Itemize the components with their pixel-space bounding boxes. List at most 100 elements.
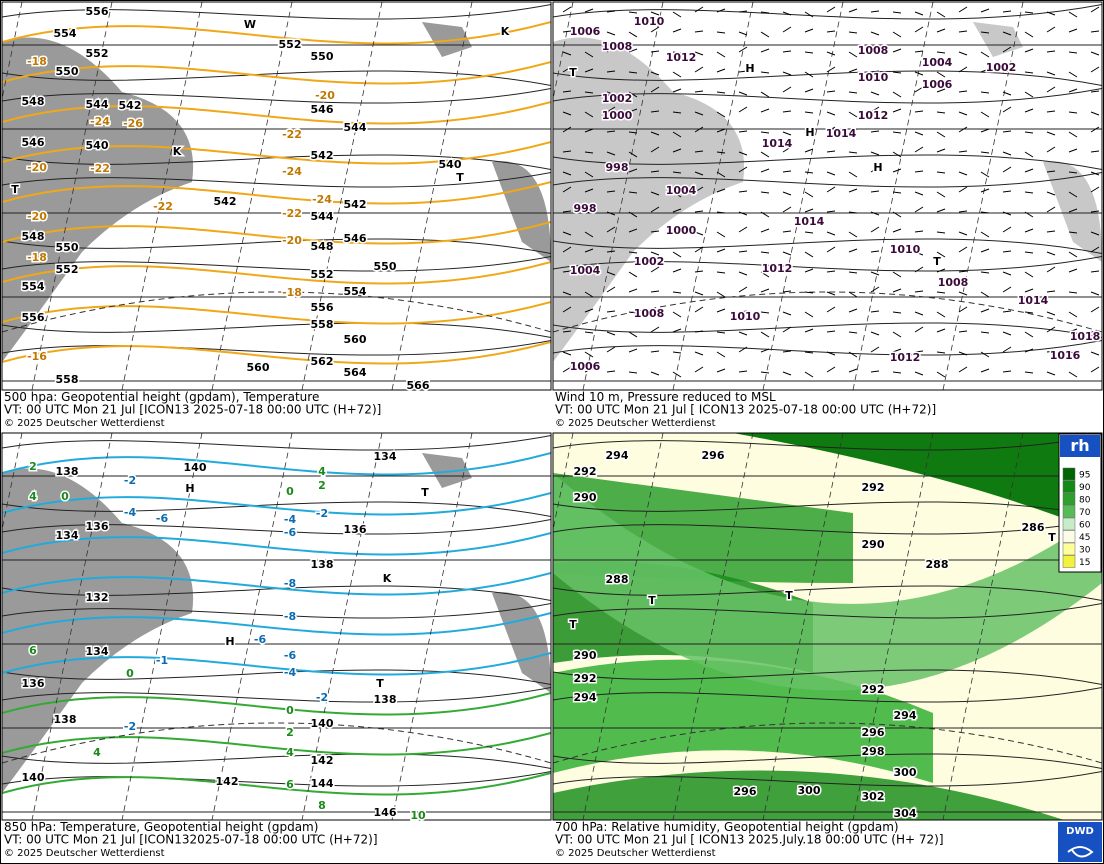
wind-barb	[1002, 91, 1012, 96]
wind-barb	[1068, 28, 1078, 33]
wind-barb	[804, 28, 814, 33]
wind-barb	[1090, 306, 1100, 313]
contour-label: 548	[22, 230, 45, 243]
wind-barb	[826, 231, 836, 236]
wind-barb	[694, 171, 704, 176]
wind-barb	[870, 250, 880, 253]
wind-barb	[980, 211, 990, 214]
graticule	[762, 433, 844, 820]
wind-barb	[804, 371, 814, 378]
contour-label: 552	[86, 47, 109, 60]
wind-barb	[914, 371, 924, 376]
wind-barb	[562, 291, 572, 296]
wind-barb	[1046, 191, 1056, 196]
contour	[2, 687, 551, 703]
contour-label: 292	[574, 672, 597, 685]
wind-barb	[1068, 131, 1078, 138]
wind-barb	[936, 231, 946, 234]
land	[2, 468, 194, 793]
wind-barb	[1068, 111, 1078, 114]
wind-barb	[606, 331, 616, 336]
graticule	[582, 433, 664, 820]
wind-barb	[914, 71, 924, 76]
wind-barb	[782, 290, 792, 293]
wind-barb	[1090, 111, 1100, 116]
graticule	[31, 2, 113, 390]
wind-barb	[1024, 271, 1034, 278]
wind-barb	[760, 288, 770, 293]
contour-label: 0	[126, 667, 134, 680]
contour-label: -16	[27, 350, 47, 363]
wind-barb	[738, 190, 748, 193]
wind-barb	[892, 108, 902, 113]
panel-border	[552, 432, 1103, 821]
wind-barb	[738, 46, 748, 53]
wind-barb	[870, 346, 880, 353]
wind-barb	[1024, 151, 1034, 158]
contour-label: 302	[862, 790, 885, 803]
contour-label: 140	[22, 771, 45, 784]
wind-barb	[892, 48, 902, 53]
wind-barb	[782, 206, 792, 213]
legend-swatch	[1062, 492, 1076, 506]
contour-label: 286	[1022, 521, 1045, 534]
wind-barb	[848, 271, 858, 274]
land	[1043, 161, 1102, 262]
wind-barb	[716, 31, 726, 34]
wind-barb	[892, 331, 902, 338]
map-layer	[2, 2, 551, 390]
wind-barb	[914, 251, 924, 256]
wind-barb	[672, 171, 682, 174]
wind-barb	[980, 291, 990, 298]
wind-barb	[1068, 148, 1078, 153]
wind-barb	[760, 151, 770, 158]
wind-barb	[782, 11, 792, 16]
wind-barb	[870, 46, 880, 53]
wind-barb	[760, 251, 770, 254]
wind-barb	[958, 351, 968, 356]
contour-label: 296	[702, 449, 725, 462]
wind-barb	[760, 191, 770, 194]
wind-barb	[584, 51, 594, 58]
contour-label: 558	[56, 373, 79, 386]
contour-label: 2	[286, 726, 294, 739]
wind-barb	[1068, 371, 1078, 378]
contour-label: 140	[311, 717, 334, 730]
wind-barb	[848, 68, 858, 73]
logo: DWD	[1066, 826, 1094, 837]
isotherm	[2, 772, 551, 796]
caption-line: 500 hpa: Geopotential height (gpdam), Te…	[4, 390, 319, 404]
wind-barb	[1090, 90, 1100, 93]
wind-barb	[1024, 371, 1034, 374]
contour	[553, 753, 1102, 769]
contour-label: 560	[247, 361, 270, 374]
contour-label: -2	[316, 691, 328, 704]
wind-barb	[650, 230, 660, 233]
wind-barb	[606, 130, 616, 133]
contour-label: 136	[22, 677, 45, 690]
wind-barb	[1090, 351, 1100, 356]
legend-swatch	[1062, 542, 1076, 556]
wind-barb	[716, 331, 726, 334]
wind-barb	[738, 271, 748, 276]
contour-label: -8	[284, 577, 296, 590]
contour-label: 146	[374, 806, 397, 819]
contour-label: H	[185, 482, 194, 495]
wind-barb	[892, 251, 902, 254]
wind-barb	[826, 51, 836, 56]
wind-barb	[562, 351, 572, 356]
contour-label: 4	[93, 746, 101, 759]
contour-label: 1014	[826, 127, 857, 140]
wind-barb	[914, 206, 924, 213]
contour-label: 142	[311, 754, 334, 767]
wind-barb	[1046, 71, 1056, 76]
wind-barb	[804, 328, 814, 333]
wind-barb	[914, 26, 924, 33]
land	[973, 22, 1023, 57]
wind-barb	[1090, 6, 1100, 13]
contour-label: -6	[284, 649, 297, 662]
wind-barb	[606, 310, 616, 313]
wind-barb	[738, 166, 748, 173]
wind-barb	[958, 126, 968, 133]
wind-barb	[694, 270, 704, 273]
